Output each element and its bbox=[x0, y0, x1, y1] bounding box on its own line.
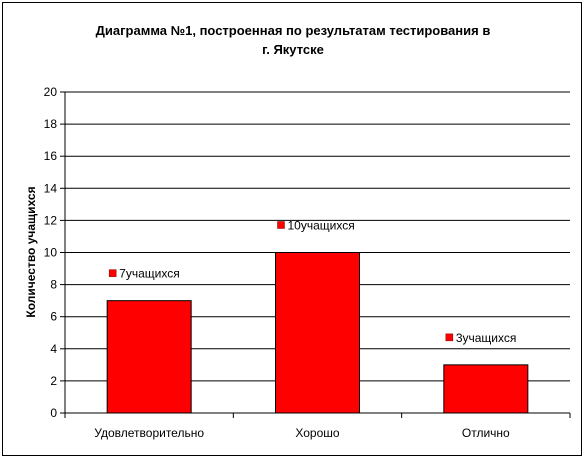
y-tick-label-0: 0 bbox=[50, 406, 57, 420]
chart-title-line-1: Диаграмма №1, построенная по результатам… bbox=[96, 23, 491, 38]
y-tick-label-10: 10 bbox=[44, 246, 58, 260]
y-tick-label-12: 12 bbox=[44, 213, 58, 227]
y-tick-label-16: 16 bbox=[44, 149, 58, 163]
data-label-1: 10учащихся bbox=[288, 219, 355, 233]
bar-0 bbox=[106, 300, 192, 414]
data-label-0: 7учащихся bbox=[119, 267, 180, 281]
data-labels: 7учащихся 10учащихся 3учащихся bbox=[108, 219, 517, 345]
y-tick-label-8: 8 bbox=[50, 278, 57, 292]
axes bbox=[60, 91, 571, 418]
data-label-marker-0 bbox=[108, 269, 117, 277]
bar-2 bbox=[443, 364, 529, 414]
bar-1 bbox=[275, 252, 360, 414]
category-label-1: Хорошо bbox=[295, 426, 340, 440]
data-label-2: 3учащихся bbox=[456, 331, 517, 345]
data-label-marker-1 bbox=[277, 221, 285, 229]
data-label-marker-2 bbox=[445, 333, 454, 342]
y-tick-label-2: 2 bbox=[50, 374, 57, 388]
y-tick-label-6: 6 bbox=[50, 310, 57, 324]
y-axis-label: Количество учащихся bbox=[24, 186, 38, 317]
y-tick-labels: 0 2 4 6 8 10 12 14 16 18 20 bbox=[44, 85, 58, 420]
y-tick-label-18: 18 bbox=[44, 117, 58, 131]
y-tick-label-20: 20 bbox=[44, 85, 58, 99]
category-labels: Удовлетворительно Хорошо Отлично bbox=[94, 426, 510, 440]
chart-title-line-2: г. Якутске bbox=[262, 42, 324, 57]
category-label-2: Отлично bbox=[462, 426, 510, 440]
category-label-0: Удовлетворительно bbox=[94, 426, 204, 440]
y-tick-label-4: 4 bbox=[50, 342, 57, 356]
y-tick-label-14: 14 bbox=[44, 181, 58, 195]
